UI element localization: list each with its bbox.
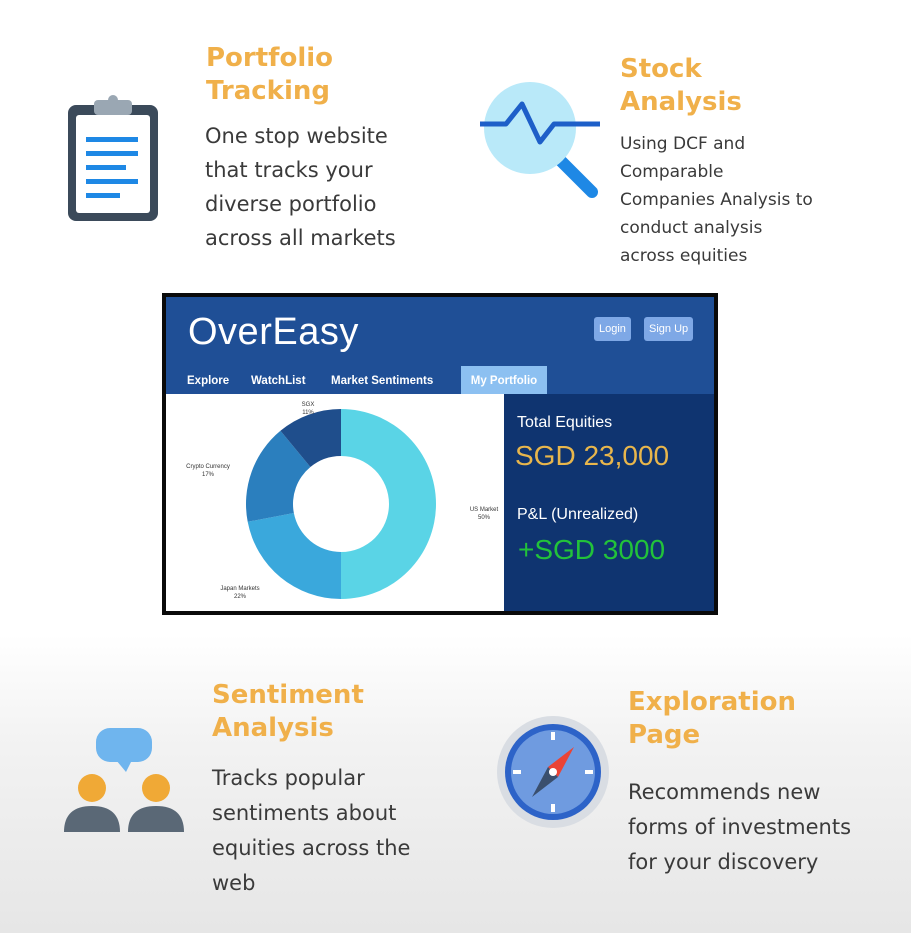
feature-desc-sentiment-analysis: Tracks popular sentiments about equities… [212,761,410,901]
feature-desc-portfolio-tracking: One stop website that tracks your divers… [205,119,396,255]
desc-line: Companies Analysis to [620,190,813,210]
slice-value-label: 17% [202,472,215,478]
donut-slice-sgx [280,409,341,468]
donut-slice-crypto-currency [246,430,311,522]
desc-line: diverse portfolio [205,192,377,216]
stats-panel: Total Equities SGD 23,000 P&L (Unrealize… [504,394,714,611]
desc-line: equities across the [212,836,411,860]
title-line: Stock [620,54,702,84]
feature-desc-exploration-page: Recommends new forms of investments for … [628,775,851,880]
slice-label: US Market [470,507,499,513]
title-line: Portfolio [206,43,334,73]
desc-line: forms of investments [628,815,852,839]
desc-line: that tracks your [205,158,373,182]
title-line: Sentiment [212,680,364,710]
desc-line: Using DCF and [620,134,746,154]
title-line: Analysis [620,87,742,117]
login-button[interactable]: Login [594,317,631,341]
nav-market-sentiments[interactable]: Market Sentiments [331,375,434,387]
app-header [166,297,714,394]
slice-label: Japan Markets [220,586,259,592]
pnl-value: +SGD 3000 [518,534,666,565]
slice-value-label: 50% [478,515,491,521]
total-equities-label: Total Equities [517,414,613,431]
desc-line: web [212,871,256,895]
slice-value-label: 22% [234,594,247,600]
pnl-label: P&L (Unrealized) [517,506,639,523]
title-line: Tracking [206,76,330,106]
feature-desc-stock-analysis: Using DCF and Comparable Companies Analy… [620,130,813,270]
feature-title-exploration-page: Exploration Page [628,686,796,752]
portfolio-chart: US Market 50% Japan Markets 22% Crypto Curre… [166,394,504,611]
desc-line: conduct analysis [620,218,763,238]
desc-line: sentiments about [212,801,397,825]
portfolio-donut-chart: US Market 50% Japan Markets 22% Crypto Curre… [186,402,499,600]
nav-explore[interactable]: Explore [187,375,230,387]
people-chat-icon [62,724,186,836]
title-line: Exploration [628,687,796,717]
magnifier-chart-icon [478,78,604,202]
app-mockup: OverEasy Login Sign Up Explore WatchList… [162,293,718,615]
title-line: Page [628,720,701,750]
total-equities-value: SGD 23,000 [515,440,670,471]
desc-line: across equities [620,246,748,266]
desc-line: One stop website [205,124,388,148]
nav-watchlist[interactable]: WatchList [251,375,306,387]
desc-line: Tracks popular [212,766,365,790]
slice-label: Crypto Currency [186,464,230,470]
donut-slice-japan-markets [247,512,341,599]
nav-my-portfolio[interactable]: My Portfolio [461,366,547,394]
donut-slice-us-market [341,409,436,599]
compass-icon [494,713,612,831]
feature-title-stock-analysis: Stock Analysis [620,53,742,119]
app-logo: OverEasy [188,311,359,353]
desc-line: Comparable [620,162,724,182]
slice-value-label: 11% [302,410,314,416]
desc-line: across all markets [205,226,396,250]
desc-line: for your discovery [628,850,819,874]
slice-label: SGX [302,402,315,408]
signup-button[interactable]: Sign Up [644,317,694,341]
feature-title-portfolio-tracking: Portfolio Tracking [206,42,333,108]
desc-line: Recommends new [628,780,821,804]
app-mockup-screen: OverEasy Login Sign Up Explore WatchList… [166,297,714,611]
title-line: Analysis [212,713,334,743]
feature-title-sentiment-analysis: Sentiment Analysis [212,679,364,745]
clipboard-icon [64,93,162,225]
